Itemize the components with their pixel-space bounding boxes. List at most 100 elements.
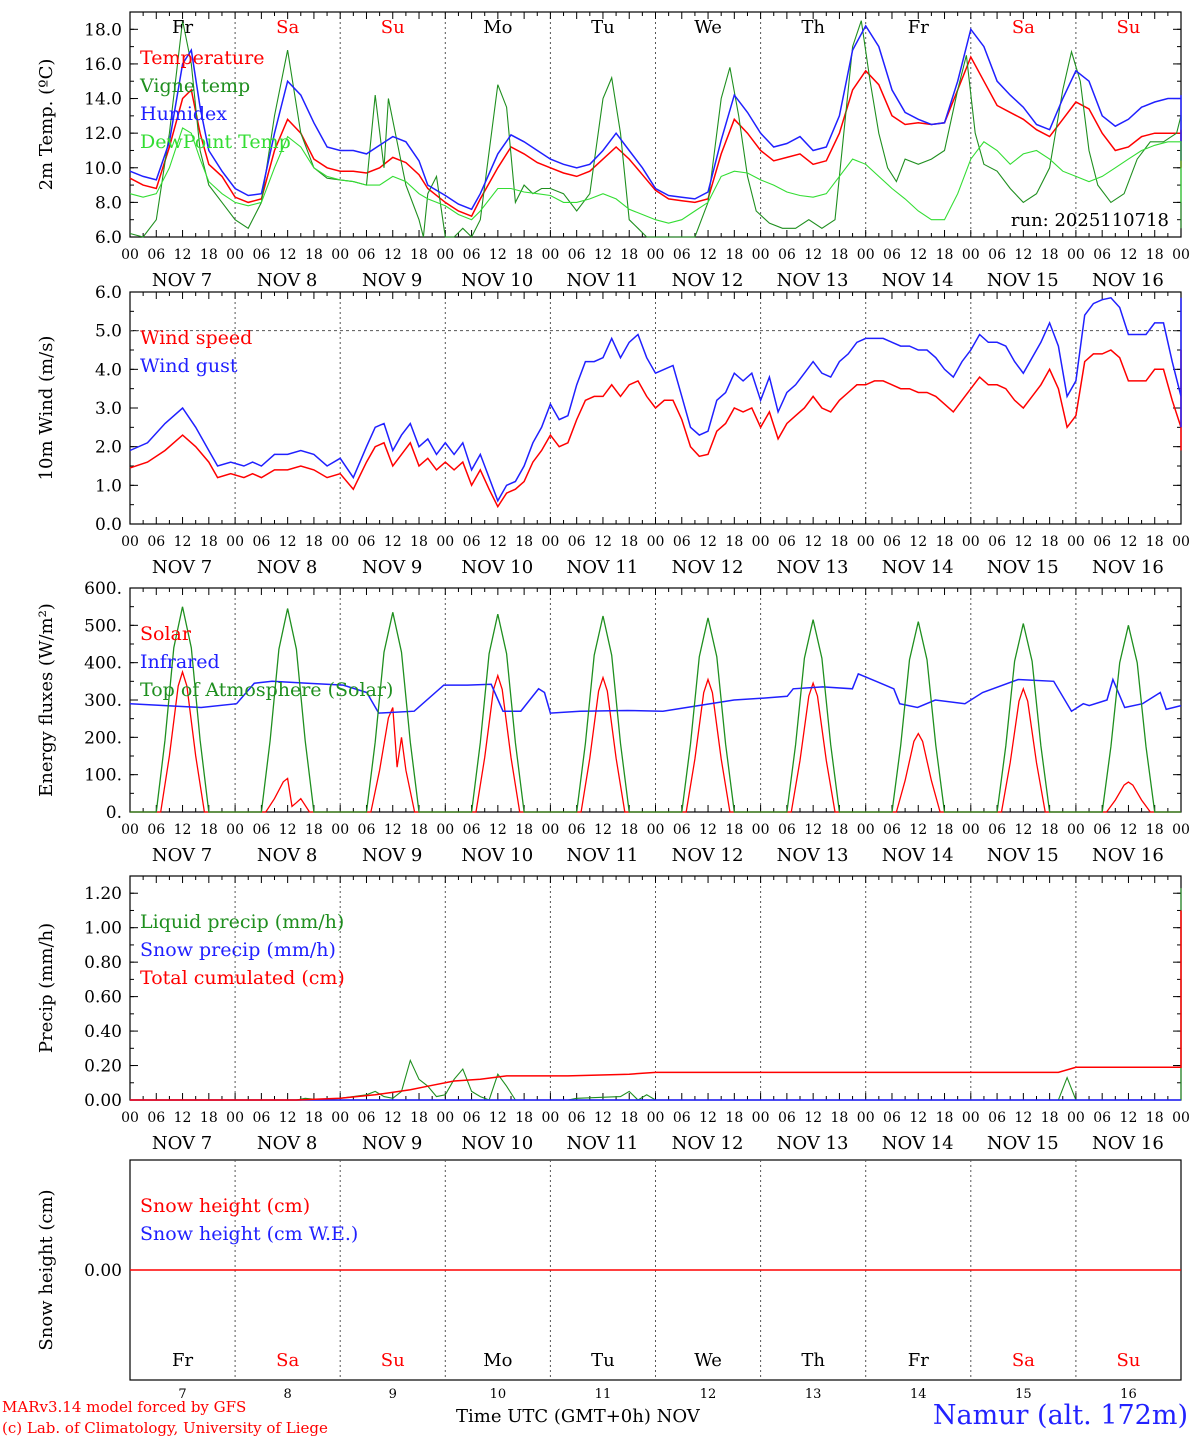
legend-temp-3: DewPoint Temp bbox=[140, 131, 291, 153]
hour-tick-label: 12 bbox=[384, 1110, 402, 1126]
legend-precip-2: Total cumulated (cm) bbox=[140, 967, 345, 989]
series-temp-3 bbox=[129, 127, 1182, 224]
date-label: NOV 11 bbox=[566, 270, 638, 291]
date-label: NOV 8 bbox=[257, 557, 317, 578]
hour-tick-label: 12 bbox=[699, 822, 717, 838]
hour-tick-label: 12 bbox=[279, 822, 297, 838]
y-tick-label: 6.0 bbox=[95, 283, 122, 303]
hour-tick-label: 00 bbox=[857, 247, 875, 263]
date-label: NOV 7 bbox=[152, 845, 212, 866]
hour-tick-label: 06 bbox=[463, 1110, 481, 1126]
date-label: NOV 7 bbox=[152, 557, 212, 578]
panel-energy bbox=[129, 587, 1182, 813]
date-label: NOV 12 bbox=[672, 557, 744, 578]
day-name-label: Su bbox=[1116, 17, 1140, 38]
hour-tick-label: 06 bbox=[673, 534, 691, 550]
hour-tick-label: 18 bbox=[831, 1110, 849, 1126]
hour-tick-label: 00 bbox=[752, 534, 770, 550]
y-tick-label: 4.0 bbox=[95, 360, 122, 380]
y-tick-label: 6.0 bbox=[95, 228, 122, 248]
y-axis-label: Energy fluxes (W/m²) bbox=[36, 603, 57, 797]
hour-tick-label: 18 bbox=[725, 247, 743, 263]
day-name-label: Fr bbox=[908, 17, 929, 38]
hour-tick-label: 12 bbox=[594, 1110, 612, 1126]
date-label: NOV 12 bbox=[672, 845, 744, 866]
day-number-label: 15 bbox=[1015, 1387, 1032, 1402]
hour-tick-label: 18 bbox=[200, 1110, 218, 1126]
series-precip-2 bbox=[130, 910, 1182, 1101]
hour-tick-label: 06 bbox=[252, 534, 270, 550]
hour-tick-label: 12 bbox=[699, 534, 717, 550]
date-label: NOV 11 bbox=[566, 557, 638, 578]
hour-tick-label: 18 bbox=[200, 534, 218, 550]
credit-model: MARv3.14 model forced by GFS bbox=[2, 1398, 247, 1416]
hour-tick-label: 00 bbox=[857, 822, 875, 838]
hour-tick-label: 00 bbox=[541, 534, 559, 550]
hour-tick-label: 18 bbox=[620, 534, 638, 550]
y-tick-label: 1.0 bbox=[95, 476, 122, 496]
hour-tick-label: 00 bbox=[436, 247, 454, 263]
y-tick-label: 0.0 bbox=[95, 515, 122, 535]
hour-tick-label: 12 bbox=[279, 534, 297, 550]
panel-precip bbox=[129, 875, 1182, 1101]
hour-tick-label: 00 bbox=[541, 1110, 559, 1126]
hour-tick-label: 06 bbox=[568, 822, 586, 838]
hour-tick-label: 06 bbox=[778, 822, 796, 838]
date-label: NOV 15 bbox=[987, 845, 1059, 866]
y-tick-label: 1.00 bbox=[84, 919, 122, 939]
day-number-label: 8 bbox=[284, 1387, 292, 1402]
hour-tick-label: 00 bbox=[436, 1110, 454, 1126]
hour-tick-label: 00 bbox=[226, 1110, 244, 1126]
hour-tick-label: 12 bbox=[804, 247, 822, 263]
hour-tick-label: 18 bbox=[305, 822, 323, 838]
hour-tick-label: 00 bbox=[647, 534, 665, 550]
hour-tick-label: 06 bbox=[147, 822, 165, 838]
day-number-label: 12 bbox=[700, 1387, 717, 1402]
hour-tick-label: 06 bbox=[147, 1110, 165, 1126]
date-label: NOV 16 bbox=[1092, 557, 1164, 578]
hour-tick-label: 18 bbox=[831, 822, 849, 838]
hour-tick-label: 06 bbox=[568, 247, 586, 263]
hour-tick-label: 06 bbox=[988, 822, 1006, 838]
hour-tick-label: 06 bbox=[147, 247, 165, 263]
y-axis-label: Snow height (cm) bbox=[36, 1189, 57, 1350]
y-tick-label: 0.60 bbox=[84, 988, 122, 1008]
hour-tick-label: 00 bbox=[121, 822, 139, 838]
y-tick-label: 16.0 bbox=[84, 55, 122, 75]
hour-tick-label: 00 bbox=[1067, 534, 1085, 550]
hour-tick-label: 12 bbox=[279, 247, 297, 263]
hour-tick-label: 00 bbox=[331, 247, 349, 263]
day-name-label: Su bbox=[1116, 1350, 1140, 1371]
hour-tick-label: 06 bbox=[463, 534, 481, 550]
hour-tick-label: 06 bbox=[778, 534, 796, 550]
series-temp-0 bbox=[129, 55, 1182, 218]
day-name-label: Mo bbox=[483, 17, 512, 38]
y-tick-label: 0.80 bbox=[84, 953, 122, 973]
series-energy-0 bbox=[130, 669, 1181, 813]
date-label: NOV 14 bbox=[882, 557, 954, 578]
hour-tick-label: 06 bbox=[883, 822, 901, 838]
hour-tick-label: 00 bbox=[647, 1110, 665, 1126]
hour-tick-label: 00 bbox=[541, 247, 559, 263]
day-name-label: Sa bbox=[276, 17, 299, 38]
y-tick-label: 200. bbox=[84, 728, 122, 748]
panel-temp bbox=[129, 11, 1182, 238]
hour-tick-label: 00 bbox=[752, 247, 770, 263]
hour-tick-label: 06 bbox=[252, 1110, 270, 1126]
hour-tick-label: 12 bbox=[1120, 1110, 1138, 1126]
y-tick-label: 1.20 bbox=[84, 884, 122, 904]
hour-tick-label: 06 bbox=[1093, 247, 1111, 263]
date-label: NOV 11 bbox=[566, 1133, 638, 1154]
hour-tick-label: 12 bbox=[1014, 1110, 1032, 1126]
station-label: Namur (alt. 172m) bbox=[932, 1400, 1188, 1431]
hour-tick-label: 12 bbox=[909, 1110, 927, 1126]
panel-wind bbox=[129, 291, 1182, 525]
date-label: NOV 14 bbox=[882, 270, 954, 291]
date-label: NOV 12 bbox=[672, 1133, 744, 1154]
day-number-label: 14 bbox=[910, 1387, 927, 1402]
day-name-label: Mo bbox=[483, 1350, 512, 1371]
hour-tick-label: 18 bbox=[831, 247, 849, 263]
date-label: NOV 13 bbox=[777, 557, 849, 578]
hour-tick-label: 00 bbox=[962, 534, 980, 550]
